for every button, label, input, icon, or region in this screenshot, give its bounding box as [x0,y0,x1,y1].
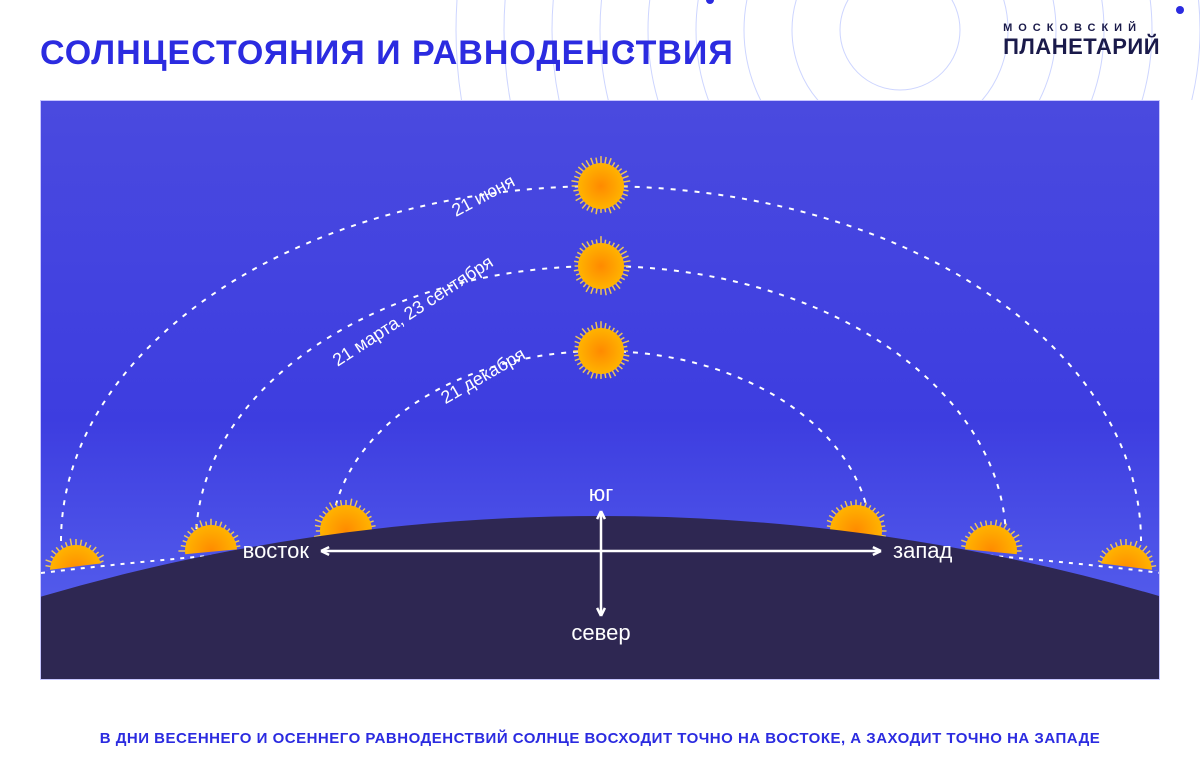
svg-text:запад: запад [893,538,952,563]
diagram-panel: 21 июня21 марта, 23 сентября21 декабряюг… [40,100,1160,680]
header: СОЛНЦЕСТОЯНИЯ И РАВНОДЕНСТВИЯ МОСКОВСКИЙ… [0,0,1200,100]
main-title: СОЛНЦЕСТОЯНИЯ И РАВНОДЕНСТВИЯ [40,34,1160,73]
logo-line-2: ПЛАНЕТАРИЙ [1003,34,1160,60]
svg-text:север: север [571,620,630,645]
logo-line-1: МОСКОВСКИЙ [1003,22,1160,34]
solstice-diagram: 21 июня21 марта, 23 сентября21 декабряюг… [41,101,1160,680]
svg-text:юг: юг [589,481,614,506]
planetarium-logo: МОСКОВСКИЙ ПЛАНЕТАРИЙ [1003,22,1160,60]
page: СОЛНЦЕСТОЯНИЯ И РАВНОДЕНСТВИЯ МОСКОВСКИЙ… [0,0,1200,767]
caption-text: В ДНИ ВЕСЕННЕГО И ОСЕННЕГО РАВНОДЕНСТВИЙ… [0,730,1200,747]
svg-text:восток: восток [243,538,310,563]
